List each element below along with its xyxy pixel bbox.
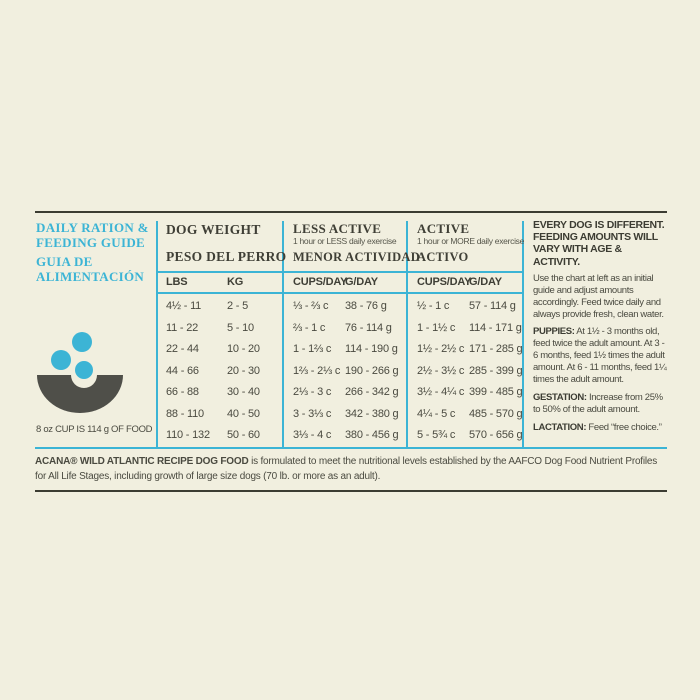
bowl-kibble-icon (37, 332, 123, 413)
aafco-statement: ACANA® WILD ATLANTIC RECIPE DOG FOOD is … (35, 455, 667, 484)
table-cell: 11 - 22 (166, 321, 199, 334)
table-bottom-rule (35, 447, 667, 449)
table-cell: 2½ - 3½ c (417, 364, 465, 377)
table-cell: 190 - 266 g (345, 364, 399, 377)
col-header-active-g: G/DAY (469, 276, 502, 288)
col-header-less-cups: CUPS/DAY (293, 276, 348, 288)
table-cell: ⅔ - 1 c (293, 321, 326, 334)
table-cell: 1⅔ - 2⅓ c (293, 364, 341, 377)
less-active-header: LESS ACTIVE (293, 221, 382, 236)
table-cell: 2⅓ - 3 c (293, 386, 332, 398)
col-less-g: 38 - 76 g 76 - 114 g 114 - 190 g 190 - 2… (345, 296, 399, 447)
table-cell: 266 - 342 g (345, 386, 399, 398)
col-active-cups: ½ - 1 c 1 - 1½ c 1½ - 2½ c 2½ - 3½ c 3½ … (417, 296, 464, 447)
advice-heading-line1: EVERY DOG IS DIFFERENT. (533, 219, 665, 231)
advice-block: EVERY DOG IS DIFFERENT. FEEDING AMOUNTS … (533, 219, 669, 440)
table-cell: 10 - 20 (227, 343, 260, 355)
table-cell: 44 - 66 (166, 364, 199, 377)
advice-heading: EVERY DOG IS DIFFERENT. FEEDING AMOUNTS … (533, 219, 669, 268)
table-cell: 1 - 1⅔ c (293, 343, 332, 355)
active-header: ACTIVE (417, 221, 470, 236)
advice-gestation: GESTATION: Increase from 25% to 50% of t… (533, 392, 669, 416)
table-cell: 2 - 5 (227, 300, 249, 312)
table-cell: 3⅓ - 4 c (293, 429, 332, 441)
table-cell: ½ - 1 c (417, 300, 450, 312)
active-header-es: ACTIVO (417, 250, 469, 264)
col-lbs: 4½ - 11 11 - 22 22 - 44 44 - 66 66 - 88 … (166, 296, 210, 447)
cup-measure-note: 8 oz CUP IS 114 g OF FOOD (36, 424, 153, 435)
table-cell: 38 - 76 g (345, 300, 387, 312)
panel-title-line1: DAILY RATION & (36, 220, 149, 235)
table-cell: 1 - 1½ c (417, 321, 456, 334)
divider-left-panel (156, 221, 158, 448)
table-cell: 3½ - 4¼ c (417, 386, 465, 398)
col-header-less-g: G/DAY (345, 276, 378, 288)
table-cell: 380 - 456 g (345, 429, 399, 441)
advice-heading-line3: VARY WITH AGE & ACTIVITY. (533, 243, 622, 268)
aafco-statement-text: is formulated to meet the nutritional le… (35, 456, 658, 482)
table-cell: 22 - 44 (166, 343, 199, 355)
table-cell: 88 - 110 (166, 407, 204, 420)
dog-weight-header-es: PESO DEL PERRO (166, 249, 287, 264)
advice-intro: Use the chart at left as an initial guid… (533, 272, 664, 320)
table-cell: 485 - 570 g (469, 407, 523, 420)
gestation-text: Increase from 25% to 50% of the adult am… (533, 391, 663, 415)
col-kg: 2 - 5 5 - 10 10 - 20 20 - 30 30 - 40 40 … (227, 296, 260, 447)
table-cell: 3 - 3⅓ c (293, 407, 332, 420)
lactation-label: LACTATION: (533, 421, 587, 433)
divider-table-advice (522, 221, 524, 448)
panel-subtitle-line1: GUIA DE (36, 254, 93, 269)
table-cell: 66 - 88 (166, 386, 199, 398)
table-cell: 5 - 5¾ c (417, 429, 456, 441)
col-header-active-cups: CUPS/DAY (417, 276, 472, 288)
panel-subtitle: GUIA DE ALIMENTACIÓN (36, 254, 144, 284)
table-cell: 50 - 60 (227, 429, 260, 441)
panel-subtitle-line2: ALIMENTACIÓN (36, 269, 145, 284)
gestation-label: GESTATION: (533, 391, 587, 403)
table-cell: 110 - 132 (166, 429, 210, 441)
table-cell: 285 - 399 g (469, 364, 523, 377)
table-cell: 171 - 285 g (469, 343, 523, 355)
active-note: 1 hour or MORE daily exercise (417, 236, 525, 246)
table-cell: 4½ - 11 (166, 300, 202, 312)
panel-title: DAILY RATION & FEEDING GUIDE (36, 220, 149, 250)
lactation-text: Feed “free choice.” (586, 421, 662, 433)
table-cell: 30 - 40 (227, 386, 260, 398)
table-cell: 20 - 30 (227, 364, 260, 377)
table-cell: 114 - 190 g (345, 343, 398, 355)
puppies-text: At 1½ - 3 months old, feed twice the adu… (533, 326, 667, 386)
puppies-label: PUPPIES: (533, 326, 575, 338)
divider-weight-lessactive (282, 221, 284, 448)
header-rule-bottom (156, 292, 524, 294)
product-name: ACANA® WILD ATLANTIC RECIPE DOG FOOD (35, 456, 249, 467)
table-cell: 1½ - 2½ c (417, 343, 465, 355)
col-header-lbs: LBS (166, 276, 188, 288)
header-rule-top (156, 271, 524, 273)
table-cell: ⅓ - ⅔ c (293, 300, 329, 312)
dog-weight-header: DOG WEIGHT (166, 222, 261, 237)
top-rule (35, 211, 667, 213)
table-cell: 342 - 380 g (345, 407, 399, 420)
table-cell: 57 - 114 g (469, 300, 516, 312)
less-active-header-es: MENOR ACTIVIDAD (293, 250, 421, 264)
col-active-g: 57 - 114 g 114 - 171 g 171 - 285 g 285 -… (469, 296, 523, 447)
divider-lessactive-active (406, 221, 408, 448)
table-cell: 40 - 50 (227, 407, 260, 420)
table-cell: 76 - 114 g (345, 321, 392, 334)
table-cell: 399 - 485 g (469, 386, 523, 398)
table-cell: 5 - 10 (227, 321, 254, 334)
panel-title-line2: FEEDING GUIDE (36, 235, 145, 250)
col-less-cups: ⅓ - ⅔ c ⅔ - 1 c 1 - 1⅔ c 1⅔ - 2⅓ c 2⅓ - … (293, 296, 340, 447)
advice-puppies: PUPPIES: At 1½ - 3 months old, feed twic… (533, 326, 669, 386)
table-cell: 570 - 656 g (469, 429, 523, 441)
table-cell: 114 - 171 g (469, 321, 522, 334)
advice-lactation: LACTATION: Feed “free choice.” (533, 422, 669, 434)
less-active-note: 1 hour or LESS daily exercise (293, 236, 397, 246)
advice-heading-line2: FEEDING AMOUNTS WILL (533, 231, 658, 244)
bottom-rule (35, 490, 667, 492)
col-header-kg: KG (227, 276, 244, 288)
table-cell: 4¼ - 5 c (417, 407, 456, 420)
